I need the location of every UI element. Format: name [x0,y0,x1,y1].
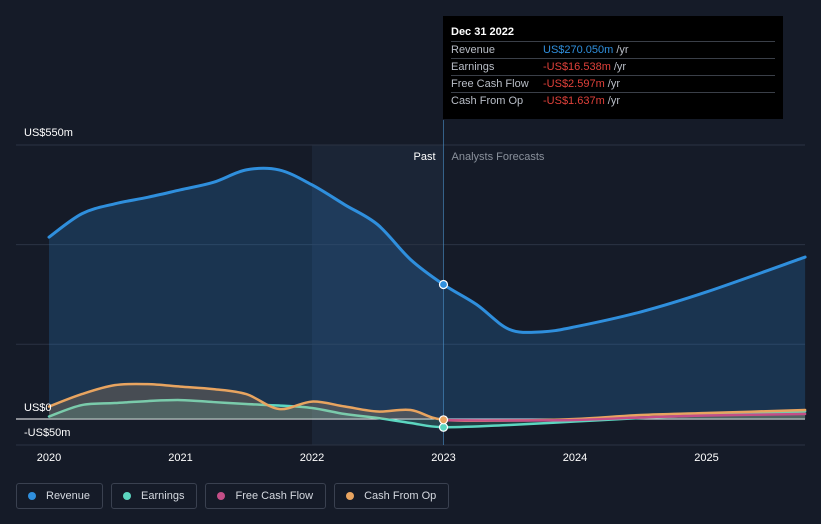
earnings-area [49,400,806,428]
tooltip-label: Revenue [451,44,496,56]
cash-from-op-line [47,382,807,423]
tooltip-value: -US$16.538m [543,61,611,73]
y-tick-label: US$550m [24,127,73,139]
past-highlight-band [312,145,444,445]
revenue-area [49,168,806,419]
x-tick-label: 2024 [563,452,587,464]
tooltip-row-earnings: Earnings -US$16.538m /yr [451,58,775,75]
x-tick-label: 2020 [37,452,61,464]
forecast-label: Analysts Forecasts [452,151,545,163]
revenue-marker [438,279,449,290]
tooltip-row-revenue: Revenue US$270.050m /yr [451,41,775,58]
tooltip-unit: /yr [607,78,620,90]
tooltip-unit: /yr [616,44,629,56]
earnings-marker [438,422,449,432]
legend-label: Free Cash Flow [235,490,314,502]
tooltip-unit: /yr [607,95,620,107]
legend-dot-icon [346,492,355,500]
tooltip-date: Dec 31 2022 [451,26,514,38]
x-tick-label: 2021 [168,452,192,464]
tooltip-row-free-cash-flow: Free Cash Flow -US$2.597m /yr [451,75,775,92]
legend-item-free-cash-flow[interactable]: Free Cash Flow [205,483,327,509]
legend-dot-icon [217,492,226,500]
x-tick-label: 2022 [300,452,324,464]
revenue-line [47,166,807,334]
legend-label: Cash From Op [364,490,437,502]
tooltip-box: Dec 31 2022 Revenue US$270.050m /yr Earn… [443,16,783,119]
cash-from-op-marker [438,415,449,425]
tooltip-unit: /yr [613,61,627,73]
legend-label: Earnings [141,490,185,502]
legend-dot-icon [123,492,132,500]
tooltip-label: Earnings [451,61,495,73]
free-cash-flow-line [442,412,807,422]
past-label: Past [413,151,435,163]
legend-dot-icon [28,492,36,500]
x-tick-label: 2023 [431,452,455,464]
tooltip-label: Free Cash Flow [451,78,529,90]
x-tick-label: 2025 [694,452,718,464]
legend-label: Revenue [46,490,91,502]
tooltip-row-cash-from-op: Cash From Op -US$1.637m /yr [451,92,775,109]
legend-item-earnings[interactable]: Earnings [111,483,198,509]
tooltip-value: US$270.050m [543,44,614,56]
legend-item-cash-from-op[interactable]: Cash From Op [334,483,450,509]
legend-item-revenue[interactable]: Revenue [16,483,104,509]
y-tick-label: -US$50m [24,427,70,439]
tooltip-value: -US$1.637m [543,95,605,107]
y-tick-label: US$0 [24,402,52,414]
legend: Revenue Earnings Free Cash Flow Cash Fro… [16,483,450,509]
tooltip-value: -US$2.597m [543,78,605,90]
tooltip-label: Cash From Op [451,95,524,107]
